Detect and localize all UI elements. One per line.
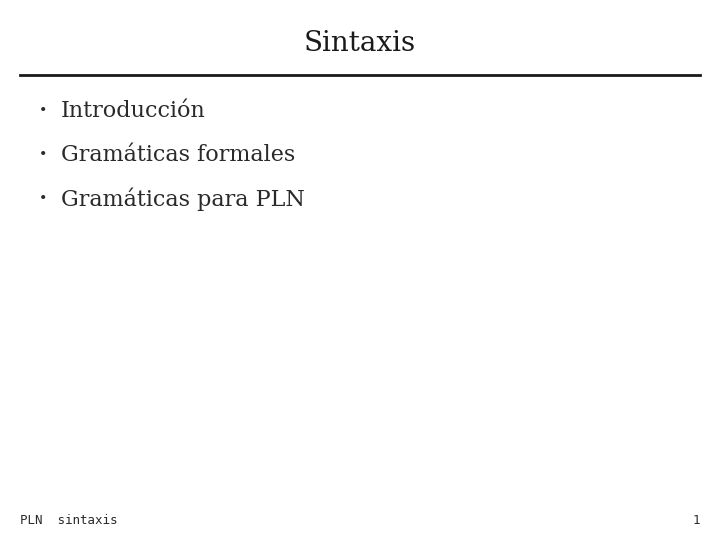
Text: Gramáticas para PLN: Gramáticas para PLN <box>61 187 305 211</box>
Text: Gramáticas formales: Gramáticas formales <box>61 144 295 166</box>
Text: PLN  sintaxis: PLN sintaxis <box>20 514 117 526</box>
Text: •: • <box>39 148 48 162</box>
Text: •: • <box>39 192 48 206</box>
Text: Sintaxis: Sintaxis <box>304 30 416 57</box>
Text: Introducción: Introducción <box>61 100 206 122</box>
Text: •: • <box>39 104 48 118</box>
Text: 1: 1 <box>693 514 700 526</box>
